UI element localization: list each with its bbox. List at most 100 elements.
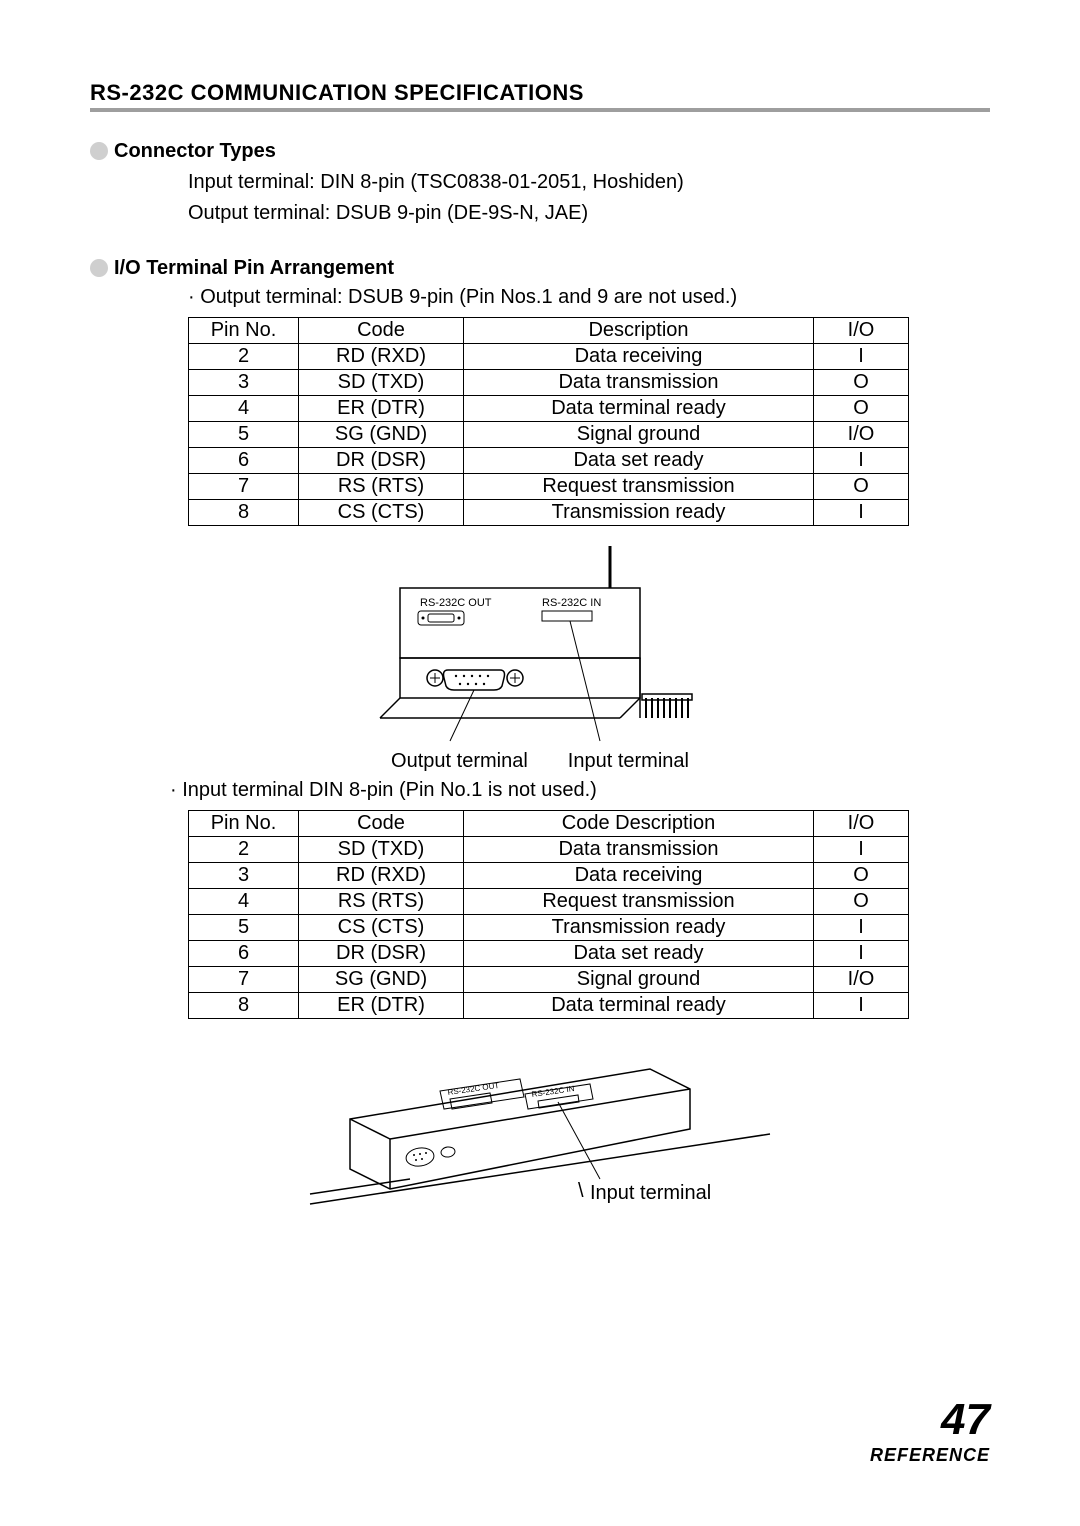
diagram-label-out: RS-232C OUT (420, 597, 492, 609)
page-number: 47 (870, 1395, 990, 1445)
cell-code: RS (RTS) (299, 889, 464, 915)
cell-io: I (814, 941, 909, 967)
table-row: 2RD (RXD)Data receivingI (189, 344, 909, 370)
table-row: 3RD (RXD)Data receivingO (189, 863, 909, 889)
pin-heading: I/O Terminal Pin Arrangement (114, 257, 394, 280)
cell-desc: Data set ready (464, 941, 814, 967)
table-row: 3SD (TXD)Data transmissionO (189, 370, 909, 396)
cell-pin: 6 (189, 448, 299, 474)
cell-pin: 3 (189, 370, 299, 396)
th-io: I/O (814, 318, 909, 344)
table-row: 7SG (GND)Signal groundI/O (189, 967, 909, 993)
cell-code: DR (DSR) (299, 941, 464, 967)
cell-pin: 8 (189, 500, 299, 526)
table-row: 6DR (DSR)Data set readyI (189, 448, 909, 474)
cell-desc: Data transmission (464, 837, 814, 863)
cell-pin: 4 (189, 396, 299, 422)
page-root: RS-232C COMMUNICATION SPECIFICATIONS Con… (0, 0, 1080, 1526)
table-row: 6DR (DSR)Data set readyI (189, 941, 909, 967)
diagram-output-panel: RS-232C OUT RS-232C IN (90, 546, 990, 773)
th-pin: Pin No. (189, 318, 299, 344)
cell-io: I (814, 837, 909, 863)
th-code: Code (299, 811, 464, 837)
connector-input-line: Input terminal: DIN 8-pin (TSC0838-01-20… (188, 169, 990, 196)
cell-pin: 7 (189, 967, 299, 993)
cell-pin: 5 (189, 422, 299, 448)
device-diagram: RS-232C OUT RS-232C IN Input terminal \ (290, 1039, 790, 1239)
cell-io: O (814, 863, 909, 889)
section-title: RS-232C COMMUNICATION SPECIFICATIONS (90, 80, 990, 112)
cell-desc: Signal ground (464, 967, 814, 993)
cell-code: SD (TXD) (299, 837, 464, 863)
diagram-input-panel: RS-232C OUT RS-232C IN Input terminal \ (90, 1039, 990, 1239)
th-desc: Code Description (464, 811, 814, 837)
cell-code: CS (CTS) (299, 915, 464, 941)
cell-pin: 7 (189, 474, 299, 500)
input-pin-table: Pin No. Code Code Description I/O 2SD (T… (188, 810, 909, 1019)
output-note: · Output terminal: DSUB 9-pin (Pin Nos.1… (188, 286, 990, 309)
pin-heading-row: I/O Terminal Pin Arrangement (90, 257, 990, 280)
cell-pin: 2 (189, 837, 299, 863)
table-row: 5CS (CTS)Transmission readyI (189, 915, 909, 941)
cell-io: I (814, 993, 909, 1019)
output-pin-table: Pin No. Code Description I/O 2RD (RXD)Da… (188, 317, 909, 526)
connector-panel-diagram: RS-232C OUT RS-232C IN (360, 546, 720, 746)
cell-io: I (814, 448, 909, 474)
cell-desc: Data receiving (464, 344, 814, 370)
input-note: · Input terminal DIN 8-pin (Pin No.1 is … (170, 779, 990, 802)
cell-desc: Request transmission (464, 474, 814, 500)
svg-text:\: \ (578, 1180, 584, 1202)
cell-pin: 2 (189, 344, 299, 370)
cell-code: ER (DTR) (299, 993, 464, 1019)
table-row: 2SD (TXD)Data transmissionI (189, 837, 909, 863)
cell-io: O (814, 474, 909, 500)
cell-pin: 6 (189, 941, 299, 967)
cell-pin: 8 (189, 993, 299, 1019)
cell-desc: Signal ground (464, 422, 814, 448)
cell-code: DR (DSR) (299, 448, 464, 474)
cell-desc: Data set ready (464, 448, 814, 474)
cell-io: O (814, 370, 909, 396)
bullet-icon (90, 142, 108, 160)
reference-label: REFERENCE (870, 1445, 990, 1466)
diagram2-label-out: RS-232C OUT (447, 1081, 500, 1097)
diagram-label-in: RS-232C IN (542, 597, 601, 609)
table-row: 8CS (CTS)Transmission readyI (189, 500, 909, 526)
cell-desc: Request transmission (464, 889, 814, 915)
cell-io: I (814, 915, 909, 941)
cell-code: CS (CTS) (299, 500, 464, 526)
connector-heading: Connector Types (114, 140, 276, 163)
cell-io: I (814, 344, 909, 370)
table-row: 4RS (RTS)Request transmissionO (189, 889, 909, 915)
cell-desc: Data transmission (464, 370, 814, 396)
cell-desc: Transmission ready (464, 500, 814, 526)
cell-io: I/O (814, 422, 909, 448)
caption-input: Input terminal (568, 750, 689, 773)
cell-desc: Data terminal ready (464, 993, 814, 1019)
table-header-row: Pin No. Code Code Description I/O (189, 811, 909, 837)
table-row: 5SG (GND)Signal groundI/O (189, 422, 909, 448)
th-desc: Description (464, 318, 814, 344)
cell-pin: 5 (189, 915, 299, 941)
connector-output-line: Output terminal: DSUB 9-pin (DE-9S-N, JA… (188, 200, 990, 227)
caption-output: Output terminal (391, 750, 528, 773)
cell-code: SG (GND) (299, 967, 464, 993)
th-code: Code (299, 318, 464, 344)
cell-io: O (814, 396, 909, 422)
cell-io: I (814, 500, 909, 526)
th-io: I/O (814, 811, 909, 837)
cell-code: SG (GND) (299, 422, 464, 448)
cell-desc: Transmission ready (464, 915, 814, 941)
th-pin: Pin No. (189, 811, 299, 837)
table-row: 7RS (RTS)Request transmissionO (189, 474, 909, 500)
cell-code: RD (RXD) (299, 863, 464, 889)
table-row: 4ER (DTR)Data terminal readyO (189, 396, 909, 422)
bullet-icon (90, 259, 108, 277)
connector-heading-row: Connector Types (90, 140, 990, 163)
cell-desc: Data terminal ready (464, 396, 814, 422)
cell-code: RS (RTS) (299, 474, 464, 500)
diagram2-caption: Input terminal (590, 1182, 711, 1204)
diagram-captions: Output terminal Input terminal (391, 750, 689, 773)
cell-io: I/O (814, 967, 909, 993)
cell-pin: 4 (189, 889, 299, 915)
